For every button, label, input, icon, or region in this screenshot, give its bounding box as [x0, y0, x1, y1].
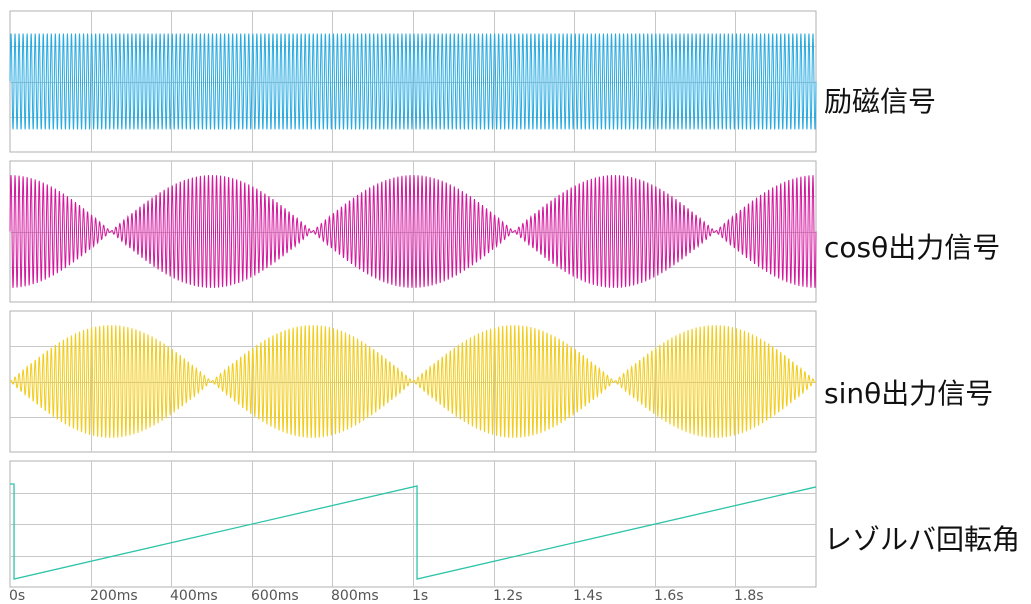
- x-tick-label: 1.8s: [734, 588, 764, 604]
- x-tick-label: 600ms: [251, 588, 299, 604]
- x-tick-label: 200ms: [90, 588, 138, 604]
- series-line: [9, 33, 817, 130]
- series-line: [9, 325, 817, 438]
- series-line: [9, 175, 817, 288]
- x-tick-label: 0s: [9, 588, 26, 604]
- sin-output-signal-label: sinθ出力信号: [824, 377, 994, 410]
- resolver-angle-label: レゾルバ回転角: [824, 523, 1021, 556]
- x-tick-label: 1.2s: [493, 588, 523, 604]
- series-line: [10, 483, 817, 580]
- excitation-signal-label: 励磁信号: [824, 85, 937, 118]
- x-tick-label: 1.4s: [573, 588, 603, 604]
- x-tick-label: 1.6s: [654, 588, 684, 604]
- x-tick-label: 1s: [412, 588, 429, 604]
- x-tick-label: 800ms: [331, 588, 379, 604]
- x-tick-label: 400ms: [170, 588, 218, 604]
- cos-output-signal-label: cosθ出力信号: [824, 231, 1001, 264]
